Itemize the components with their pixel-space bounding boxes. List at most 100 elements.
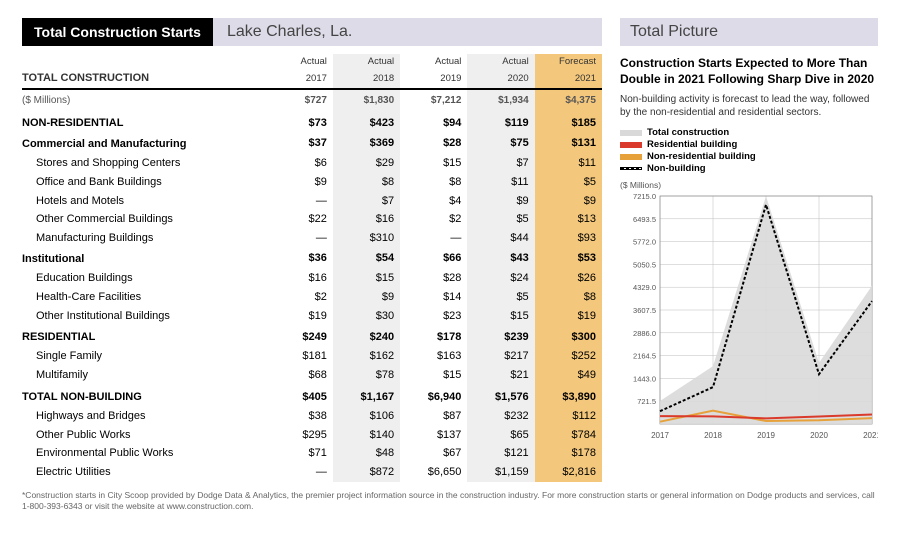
svg-text:1443.0: 1443.0 <box>633 375 656 384</box>
legend-item: Residential building <box>620 139 878 150</box>
cell: $8 <box>535 288 602 307</box>
table-row: Health-Care Facilities$2$9$14$5$8 <box>22 288 602 307</box>
cell: $36 <box>266 248 333 269</box>
title-bar: Total Construction Starts Lake Charles, … <box>22 18 602 46</box>
svg-text:721.5: 721.5 <box>637 397 656 406</box>
cell: $4 <box>400 192 467 211</box>
cell: $87 <box>400 407 467 426</box>
cell: $14 <box>400 288 467 307</box>
table-row: Hotels and Motels—$7$4$9$9 <box>22 192 602 211</box>
cell: $4,375 <box>535 89 602 112</box>
cell: $727 <box>266 89 333 112</box>
cell: $29 <box>333 154 400 173</box>
legend-item: Non-residential building <box>620 151 878 162</box>
table-header: TOTAL CONSTRUCTION Actual Actual Actual … <box>22 54 602 89</box>
cell: $112 <box>535 407 602 426</box>
cell: $19 <box>535 307 602 326</box>
row-label: Stores and Shopping Centers <box>22 154 266 173</box>
cell: $217 <box>467 347 534 366</box>
legend-swatch <box>620 167 642 170</box>
cell: $9 <box>333 288 400 307</box>
chart-unit: ($ Millions) <box>620 180 878 190</box>
cell: $73 <box>266 111 333 133</box>
col-h2-3: 2020 <box>467 71 534 89</box>
cell: $178 <box>535 444 602 463</box>
table-row: Environmental Public Works$71$48$67$121$… <box>22 444 602 463</box>
right-panel: Total Picture Construction Starts Expect… <box>620 18 878 482</box>
cell: $28 <box>400 133 467 154</box>
row-label: Single Family <box>22 347 266 366</box>
cell: $37 <box>266 133 333 154</box>
cell: $53 <box>535 248 602 269</box>
col-h2-2: 2019 <box>400 71 467 89</box>
table-row: Single Family$181$162$163$217$252 <box>22 347 602 366</box>
svg-text:2164.5: 2164.5 <box>633 352 656 361</box>
cell: $252 <box>535 347 602 366</box>
row-label: NON-RESIDENTIAL <box>22 111 266 133</box>
cell: $239 <box>467 325 534 347</box>
table-row: Other Commercial Buildings$22$16$2$5$13 <box>22 210 602 229</box>
cell: $28 <box>400 269 467 288</box>
cell: $8 <box>333 173 400 192</box>
table-row: Stores and Shopping Centers$6$29$15$7$11 <box>22 154 602 173</box>
cell: $15 <box>333 269 400 288</box>
cell: $1,167 <box>333 385 400 407</box>
cell: $54 <box>333 248 400 269</box>
cell: $19 <box>266 307 333 326</box>
cell: $1,830 <box>333 89 400 112</box>
cell: $44 <box>467 229 534 248</box>
cell: $15 <box>400 366 467 385</box>
table-row: ($ Millions)$727$1,830$7,212$1,934$4,375 <box>22 89 602 112</box>
right-desc: Non-building activity is forecast to lea… <box>620 93 878 119</box>
cell: $7 <box>333 192 400 211</box>
cell: $310 <box>333 229 400 248</box>
footnote: *Construction starts in City Scoop provi… <box>0 488 900 512</box>
legend-label: Non-building <box>647 163 706 174</box>
cell: $16 <box>266 269 333 288</box>
col-h1-4: Forecast <box>535 54 602 71</box>
legend-swatch <box>620 142 642 148</box>
construction-table: TOTAL CONSTRUCTION Actual Actual Actual … <box>22 54 602 482</box>
col-h1-2: Actual <box>400 54 467 71</box>
cell: $23 <box>400 307 467 326</box>
cell: $48 <box>333 444 400 463</box>
chart-legend: Total constructionResidential buildingNo… <box>620 127 878 174</box>
row-label: Multifamily <box>22 366 266 385</box>
cell: $119 <box>467 111 534 133</box>
table-row: Highways and Bridges$38$106$87$232$112 <box>22 407 602 426</box>
cell: $15 <box>467 307 534 326</box>
cell: $1,159 <box>467 463 534 482</box>
row-label: Institutional <box>22 248 266 269</box>
table-row: Manufacturing Buildings—$310—$44$93 <box>22 229 602 248</box>
cell: — <box>400 229 467 248</box>
cell: $65 <box>467 426 534 445</box>
cell: $16 <box>333 210 400 229</box>
cell: $1,934 <box>467 89 534 112</box>
main-label: TOTAL CONSTRUCTION <box>22 54 266 89</box>
col-h2-0: 2017 <box>266 71 333 89</box>
svg-text:5050.5: 5050.5 <box>633 261 656 270</box>
cell: $24 <box>467 269 534 288</box>
cell: $295 <box>266 426 333 445</box>
table-row: Other Public Works$295$140$137$65$784 <box>22 426 602 445</box>
row-label: Education Buildings <box>22 269 266 288</box>
cell: $2 <box>400 210 467 229</box>
row-label: Other Institutional Buildings <box>22 307 266 326</box>
cell: $249 <box>266 325 333 347</box>
cell: $21 <box>467 366 534 385</box>
legend-label: Residential building <box>647 139 737 150</box>
cell: $121 <box>467 444 534 463</box>
cell: $131 <box>535 133 602 154</box>
cell: $784 <box>535 426 602 445</box>
svg-text:2018: 2018 <box>704 431 722 440</box>
row-label: Highways and Bridges <box>22 407 266 426</box>
cell: $7,212 <box>400 89 467 112</box>
cell: $26 <box>535 269 602 288</box>
title-dark: Total Construction Starts <box>22 18 213 46</box>
col-h2-1: 2018 <box>333 71 400 89</box>
table-row: NON-RESIDENTIAL$73$423$94$119$185 <box>22 111 602 133</box>
legend-label: Non-residential building <box>647 151 756 162</box>
table-row: Electric Utilities—$872$6,650$1,159$2,81… <box>22 463 602 482</box>
table-row: Institutional$36$54$66$43$53 <box>22 248 602 269</box>
cell: $6,650 <box>400 463 467 482</box>
